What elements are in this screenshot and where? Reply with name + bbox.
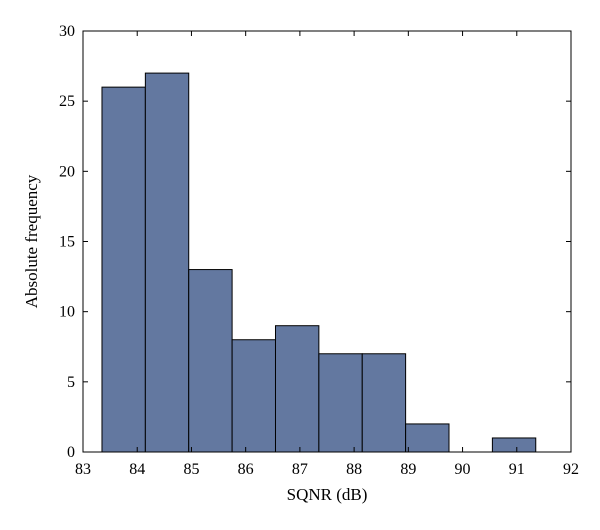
histogram-bar xyxy=(144,72,190,453)
histogram-bar xyxy=(491,437,537,453)
histogram-bar xyxy=(231,339,276,453)
x-tick-label: 83 xyxy=(75,461,91,478)
histogram-bar xyxy=(405,423,450,453)
x-tick-label: 92 xyxy=(563,461,579,478)
y-axis-ticks: 0 5 10 15 20 25 30 xyxy=(59,23,571,461)
x-tick-label: 87 xyxy=(292,461,308,478)
x-tick-label: 89 xyxy=(400,461,416,478)
y-tick-label: 15 xyxy=(59,234,75,251)
x-tick-label: 84 xyxy=(129,461,145,478)
y-tick-label: 30 xyxy=(59,23,75,40)
x-axis-title: SQNR (dB) xyxy=(287,485,368,504)
histogram-bar xyxy=(188,269,233,453)
x-tick-label: 88 xyxy=(346,461,362,478)
y-axis-title: Absolute frequency xyxy=(22,174,41,308)
x-tick-label: 85 xyxy=(183,461,199,478)
histogram-bar xyxy=(318,353,363,453)
histogram-bars xyxy=(101,72,537,453)
histogram-bar xyxy=(274,325,320,453)
x-tick-label: 86 xyxy=(238,461,254,478)
y-tick-label: 5 xyxy=(67,374,75,391)
y-tick-label: 25 xyxy=(59,93,75,110)
y-tick-label: 10 xyxy=(59,304,75,321)
x-tick-label: 91 xyxy=(509,461,525,478)
histogram-bar xyxy=(361,353,407,453)
x-tick-label: 90 xyxy=(455,461,471,478)
histogram-bar xyxy=(101,86,146,453)
y-tick-label: 0 xyxy=(67,444,75,461)
x-axis-ticks: 83 84 85 86 87 88 89 90 91 92 xyxy=(75,31,579,478)
y-tick-label: 20 xyxy=(59,163,75,180)
